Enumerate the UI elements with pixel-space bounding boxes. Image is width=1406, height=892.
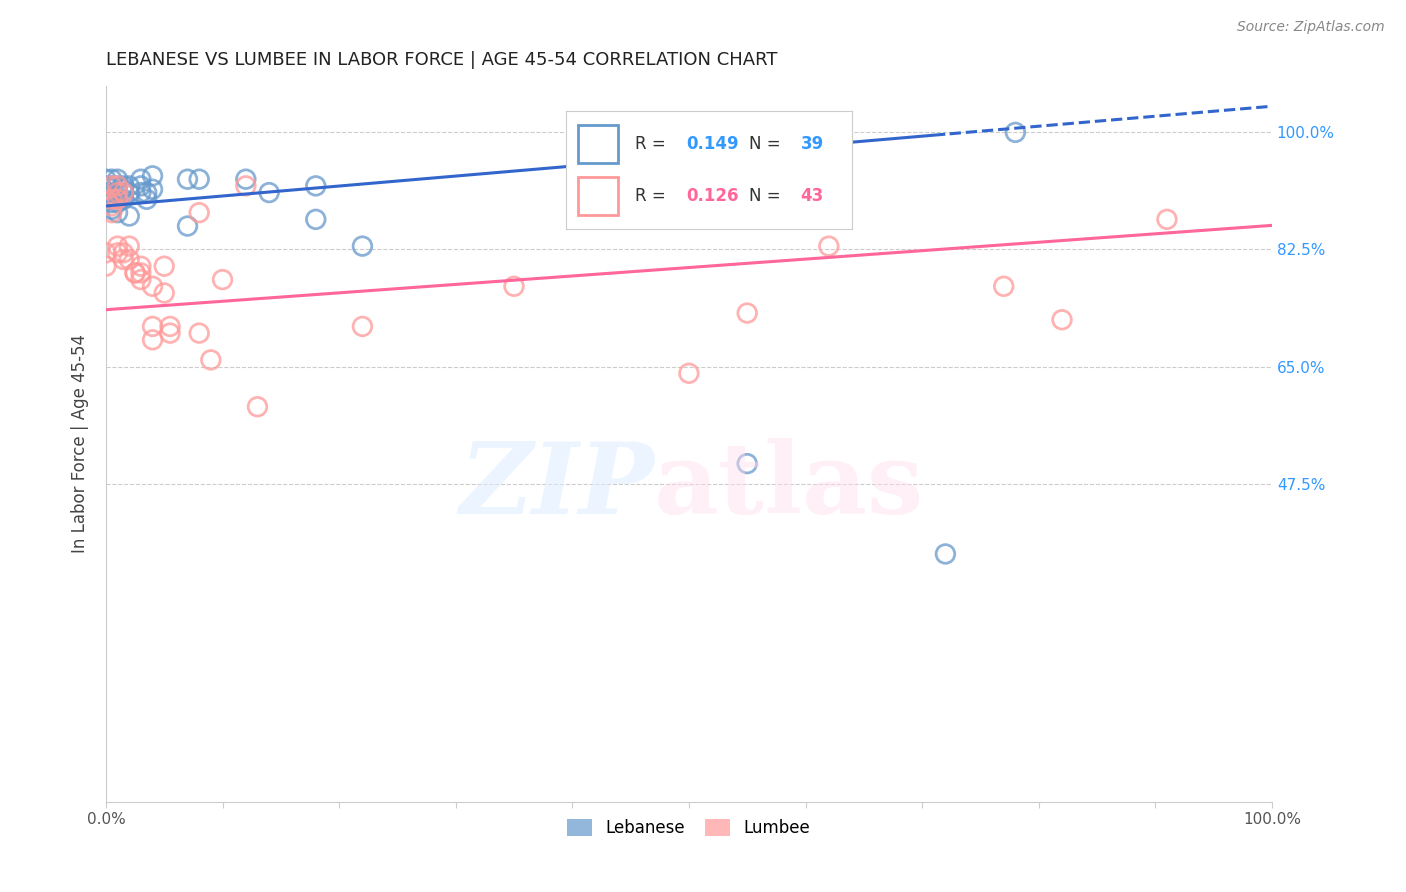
Point: [107, 178, 129, 193]
Point: [129, 172, 152, 186]
Point: [235, 172, 257, 186]
Point: [94, 172, 117, 186]
Point: [141, 319, 163, 334]
Point: [112, 245, 135, 260]
Point: [100, 178, 122, 193]
Point: [107, 205, 129, 219]
Point: [211, 272, 233, 286]
Point: [135, 192, 157, 206]
Point: [112, 186, 135, 200]
Point: [352, 239, 374, 253]
Point: [124, 266, 146, 280]
Legend: Lebanese, Lumbee: Lebanese, Lumbee: [561, 812, 817, 843]
Point: [118, 209, 141, 223]
Point: [118, 252, 141, 267]
Point: [176, 172, 198, 186]
Point: [735, 457, 758, 471]
Text: LEBANESE VS LUMBEE IN LABOR FORCE | AGE 45-54 CORRELATION CHART: LEBANESE VS LUMBEE IN LABOR FORCE | AGE …: [105, 51, 778, 69]
Point: [112, 182, 135, 196]
Text: ZIP: ZIP: [458, 438, 654, 535]
Point: [100, 186, 122, 200]
Point: [141, 169, 163, 183]
Point: [993, 279, 1015, 293]
Point: [246, 400, 269, 414]
Point: [352, 319, 374, 334]
Text: atlas: atlas: [654, 438, 924, 535]
Point: [176, 219, 198, 233]
Point: [107, 239, 129, 253]
Point: [153, 259, 176, 273]
Point: [107, 192, 129, 206]
Point: [678, 205, 700, 219]
Point: [124, 266, 146, 280]
Point: [305, 178, 328, 193]
Text: Source: ZipAtlas.com: Source: ZipAtlas.com: [1237, 20, 1385, 34]
Point: [100, 192, 122, 206]
Point: [107, 186, 129, 200]
Point: [141, 182, 163, 196]
Point: [94, 178, 117, 193]
Point: [100, 199, 122, 213]
Point: [141, 333, 163, 347]
Point: [200, 352, 222, 367]
Point: [735, 306, 758, 320]
Point: [188, 172, 211, 186]
Point: [100, 205, 122, 219]
Point: [94, 259, 117, 273]
Point: [153, 285, 176, 300]
Point: [141, 279, 163, 293]
Point: [94, 186, 117, 200]
Point: [135, 186, 157, 200]
Point: [100, 172, 122, 186]
Point: [1156, 212, 1178, 227]
Point: [129, 259, 152, 273]
Point: [112, 186, 135, 200]
Point: [1050, 312, 1073, 326]
Point: [934, 547, 956, 561]
Point: [100, 178, 122, 193]
Point: [129, 186, 152, 200]
Point: [503, 279, 526, 293]
Point: [188, 326, 211, 340]
Point: [100, 192, 122, 206]
Point: [107, 178, 129, 193]
Point: [129, 272, 152, 286]
Point: [107, 245, 129, 260]
Point: [817, 239, 839, 253]
Point: [107, 186, 129, 200]
Point: [118, 239, 141, 253]
Point: [107, 172, 129, 186]
Point: [159, 319, 181, 334]
Point: [1004, 125, 1026, 139]
Point: [159, 326, 181, 340]
Point: [118, 186, 141, 200]
Point: [235, 178, 257, 193]
Point: [188, 205, 211, 219]
Point: [118, 178, 141, 193]
Point: [100, 202, 122, 217]
Point: [107, 195, 129, 210]
Y-axis label: In Labor Force | Age 45-54: In Labor Force | Age 45-54: [72, 334, 89, 553]
Point: [112, 252, 135, 267]
Point: [129, 266, 152, 280]
Point: [678, 366, 700, 380]
Point: [112, 192, 135, 206]
Point: [129, 178, 152, 193]
Point: [257, 186, 280, 200]
Point: [305, 212, 328, 227]
Point: [94, 245, 117, 260]
Point: [100, 195, 122, 210]
Point: [112, 178, 135, 193]
